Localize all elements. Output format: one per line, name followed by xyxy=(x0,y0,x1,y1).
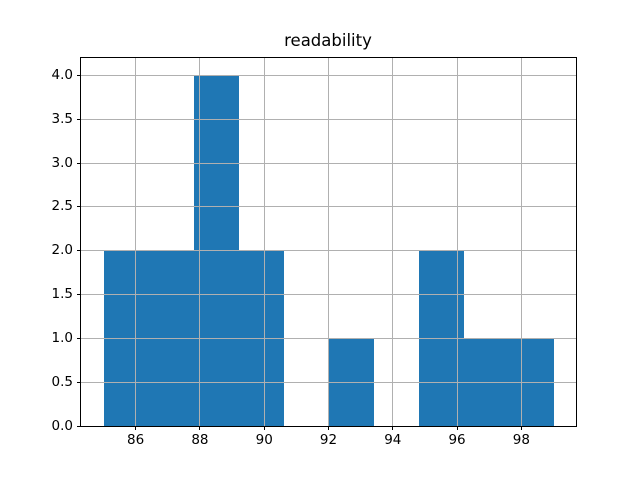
y-tick-mark xyxy=(77,337,81,339)
y-tick-label: 2.5 xyxy=(51,198,73,215)
y-tick-mark xyxy=(77,118,81,120)
x-tick-mark xyxy=(392,426,394,430)
chart-title: readability xyxy=(284,31,372,50)
x-tick-mark xyxy=(135,426,137,430)
gridline-vertical xyxy=(520,58,522,426)
y-tick-label: 3.0 xyxy=(51,154,73,171)
x-tick-label: 98 xyxy=(512,432,530,448)
x-tick-label: 92 xyxy=(319,432,338,448)
x-tick-label: 86 xyxy=(127,432,145,448)
x-tick-mark xyxy=(328,426,329,430)
x-tick-mark xyxy=(263,426,265,430)
y-tick-mark xyxy=(77,381,81,383)
gridline-horizontal xyxy=(81,250,576,252)
gridline-vertical xyxy=(392,58,394,426)
gridline-vertical xyxy=(135,58,137,426)
y-tick-label: 2.0 xyxy=(51,242,73,259)
x-tick-mark xyxy=(199,426,201,430)
gridline-vertical xyxy=(328,58,329,426)
gridline-vertical xyxy=(263,58,265,426)
x-tick-label: 90 xyxy=(255,432,273,448)
gridline-horizontal xyxy=(81,294,576,296)
gridline-horizontal xyxy=(81,381,576,383)
gridline-vertical xyxy=(456,58,458,426)
y-tick-mark xyxy=(77,425,81,427)
gridline-vertical xyxy=(199,58,201,426)
x-tick-label: 94 xyxy=(384,432,402,448)
y-tick-mark xyxy=(77,162,81,164)
y-tick-mark xyxy=(77,250,81,252)
y-tick-label: 4.0 xyxy=(51,67,73,84)
plot-area: 86 88 90 92 94 96 98 0.0 0.5 1.0 1.5 2.0 2.5 3.0 3.5 4.… xyxy=(52,57,577,448)
y-tick-label: 0.0 xyxy=(51,417,73,434)
y-tick-label: 1.5 xyxy=(51,286,73,303)
gridline-horizontal xyxy=(81,337,576,339)
x-tick-label: 88 xyxy=(191,432,209,448)
grid-layer xyxy=(81,58,576,426)
y-tick-mark xyxy=(77,206,81,208)
x-tick-mark xyxy=(456,426,458,430)
x-tick-mark xyxy=(520,426,522,430)
axes-layer: 86 88 90 92 94 96 98 0.0 0.5 1.0 1.5 2.0 2.5 3.0 3.5 4.… xyxy=(52,58,576,448)
y-tick-mark xyxy=(77,294,81,296)
gridline-horizontal xyxy=(81,206,576,208)
y-tick-label: 3.5 xyxy=(51,110,73,127)
y-tick-label: 1.0 xyxy=(51,329,73,346)
y-tick-label: 0.5 xyxy=(51,373,73,390)
gridline-horizontal xyxy=(81,118,576,120)
gridline-horizontal xyxy=(81,75,576,77)
gridline-horizontal xyxy=(81,162,576,164)
x-tick-label: 96 xyxy=(448,432,466,448)
y-tick-mark xyxy=(77,75,81,77)
